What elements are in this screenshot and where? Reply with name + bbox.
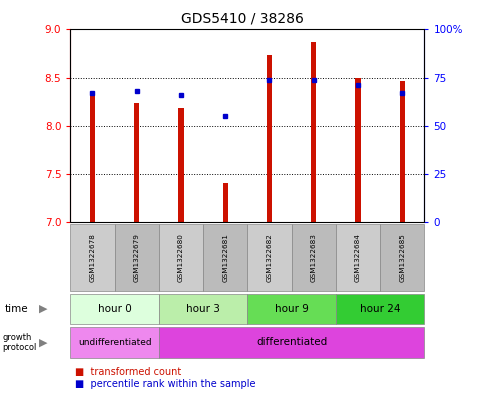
Bar: [266, 55, 272, 222]
Text: hour 24: hour 24: [359, 304, 400, 314]
Bar: [399, 81, 404, 222]
Text: GSM1322680: GSM1322680: [178, 233, 183, 282]
Text: GSM1322679: GSM1322679: [134, 233, 139, 282]
Bar: [90, 95, 95, 222]
Bar: [222, 183, 227, 222]
Text: ▶: ▶: [39, 304, 48, 314]
Text: GSM1322684: GSM1322684: [354, 233, 360, 282]
Text: ▶: ▶: [39, 337, 48, 347]
Text: time: time: [5, 304, 29, 314]
Text: hour 3: hour 3: [186, 304, 220, 314]
Text: growth
protocol: growth protocol: [2, 332, 37, 352]
Bar: [355, 77, 360, 222]
Text: GSM1322685: GSM1322685: [398, 233, 405, 282]
Bar: [178, 108, 183, 222]
Text: undifferentiated: undifferentiated: [77, 338, 151, 347]
Text: differentiated: differentiated: [256, 337, 327, 347]
Text: GSM1322678: GSM1322678: [89, 233, 95, 282]
Text: hour 0: hour 0: [97, 304, 131, 314]
Bar: [134, 103, 139, 222]
Text: GSM1322682: GSM1322682: [266, 233, 272, 282]
Text: GSM1322681: GSM1322681: [222, 233, 228, 282]
Text: GDS5410 / 38286: GDS5410 / 38286: [181, 12, 303, 26]
Text: GSM1322683: GSM1322683: [310, 233, 316, 282]
Bar: [310, 42, 316, 222]
Text: ■  transformed count: ■ transformed count: [75, 367, 181, 377]
Text: ■  percentile rank within the sample: ■ percentile rank within the sample: [75, 379, 255, 389]
Text: hour 9: hour 9: [274, 304, 308, 314]
